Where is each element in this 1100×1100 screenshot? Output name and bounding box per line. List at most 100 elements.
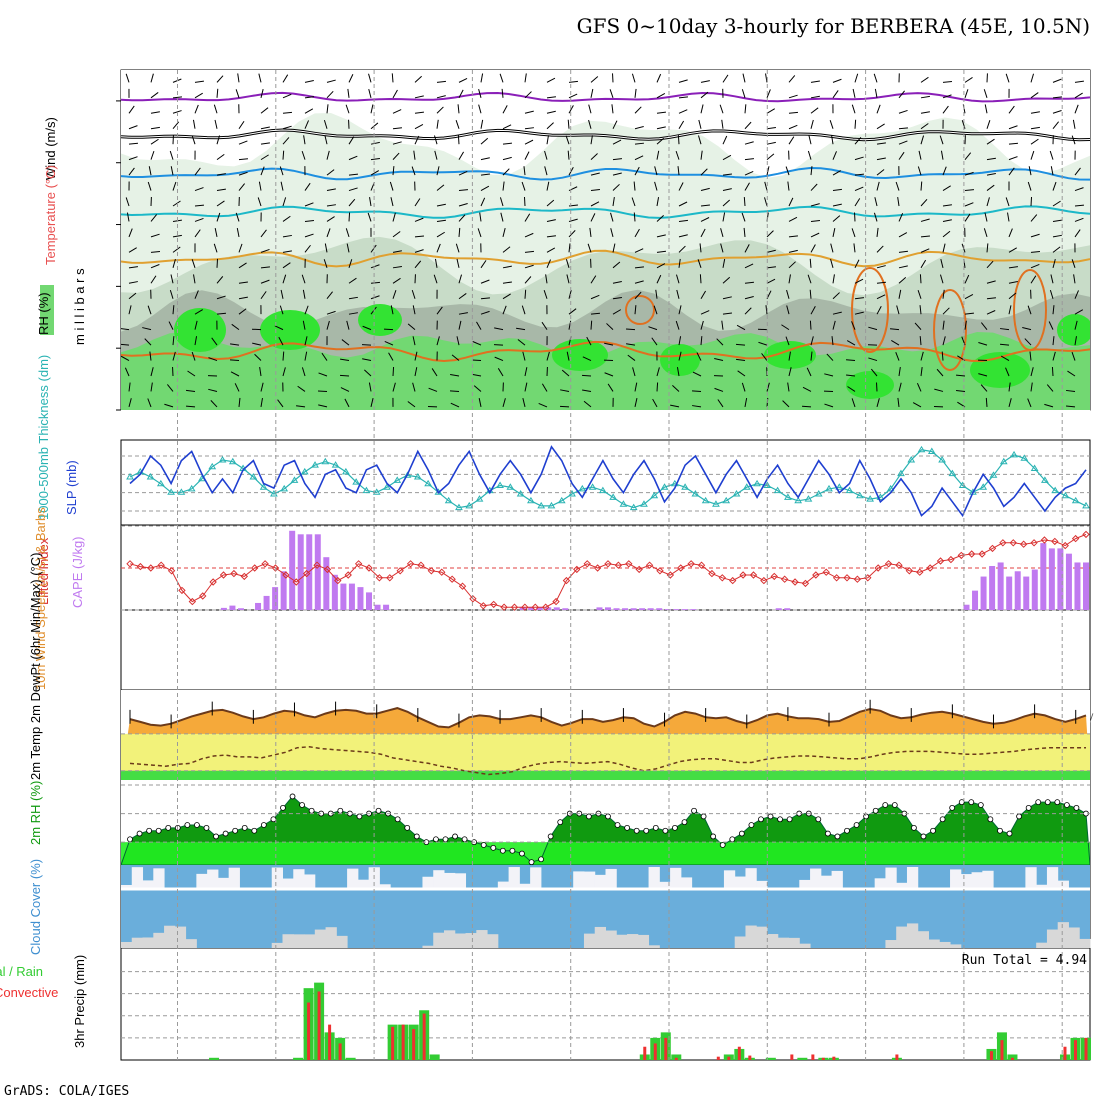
li-marker <box>967 550 976 558</box>
thickness-marker <box>156 479 165 487</box>
wind-barb <box>914 322 922 330</box>
wind-barb <box>456 336 460 346</box>
wind-barb <box>590 76 599 83</box>
wind-barb <box>260 397 263 407</box>
wind-barb <box>936 368 944 377</box>
cloud-low-gap <box>1057 922 1069 948</box>
wind-barb <box>258 181 262 191</box>
wind-barb <box>252 342 262 346</box>
wind-barb <box>854 119 857 129</box>
wind-barb <box>524 232 534 238</box>
li-marker <box>739 571 747 579</box>
wind-barb <box>121 328 130 331</box>
wind-barb <box>304 120 310 129</box>
wind-barb <box>714 358 724 362</box>
wind-barb <box>1048 321 1054 330</box>
isotherm-10 <box>121 205 1090 219</box>
cape-bar <box>775 608 782 610</box>
wind-barb <box>876 281 887 284</box>
thickness-marker <box>578 484 587 492</box>
wind-barb <box>764 197 768 207</box>
wind-barb <box>744 281 754 284</box>
cloud-high-gap <box>519 883 531 889</box>
wind-barb <box>164 403 174 408</box>
cape-bar <box>280 571 287 610</box>
wind-barb <box>568 243 571 253</box>
wind-barb <box>279 305 284 315</box>
wind-barb <box>955 374 966 377</box>
cloud-high-gap <box>422 876 434 889</box>
wind-barb <box>296 405 306 408</box>
wind-barb <box>870 368 878 377</box>
wind-barb <box>876 227 879 237</box>
thickness-marker <box>927 447 936 454</box>
wind-barb <box>832 203 842 207</box>
wind-barb <box>301 367 306 377</box>
li-marker <box>147 564 155 572</box>
wind-barb <box>700 217 710 222</box>
wind-barb <box>986 243 989 253</box>
wind-barb <box>876 294 886 300</box>
wind-barb <box>912 402 922 408</box>
wind-barb <box>611 104 614 114</box>
thickness-marker <box>372 488 381 495</box>
wind-barb <box>304 233 314 238</box>
li-marker <box>583 560 591 568</box>
wind-barb <box>326 150 330 160</box>
thickness-marker <box>732 490 741 497</box>
wind-barb <box>631 73 636 83</box>
wind-barb <box>787 382 790 392</box>
wind-barb <box>282 150 285 160</box>
cloud-high-gap <box>820 875 833 889</box>
cloud-high-gap <box>971 872 983 889</box>
wind-barb <box>1071 259 1076 268</box>
wind-barb <box>216 188 226 192</box>
wind-barb <box>567 119 570 129</box>
thickness-marker <box>383 483 391 490</box>
wind-barb <box>436 166 440 176</box>
wind-barb <box>391 73 394 83</box>
li-marker <box>780 575 789 583</box>
li-marker <box>354 560 363 568</box>
wind-barb <box>1008 247 1017 253</box>
rh2m-marker <box>930 827 936 834</box>
cape-bar <box>673 609 680 610</box>
wind-barb <box>720 243 724 253</box>
wind-barb <box>940 258 944 268</box>
wind-barb <box>1008 305 1012 315</box>
thickness-marker <box>444 496 453 504</box>
wind-barb <box>741 89 746 98</box>
wind-barb <box>124 367 130 377</box>
wind-barb <box>326 320 330 330</box>
rh2m-marker <box>528 859 535 865</box>
precip-conv-bar <box>307 1002 311 1060</box>
wind-barb <box>625 328 636 331</box>
wind-barb <box>277 399 284 408</box>
wind-barb <box>920 351 924 361</box>
wind-barb <box>940 150 944 160</box>
wind-barb <box>150 111 160 114</box>
rh2m-marker <box>184 822 191 828</box>
wind-barb <box>150 138 159 145</box>
cloud-high-gap <box>756 880 768 889</box>
wind-barb <box>807 274 812 284</box>
wind-barb <box>832 311 842 315</box>
wind-barb <box>986 197 990 207</box>
rh2m-marker <box>891 802 898 808</box>
wind-barb <box>543 290 548 299</box>
wind-barb <box>810 244 816 253</box>
cloud-low-gap <box>788 937 800 948</box>
rh2m-marker <box>308 807 315 814</box>
cloud-low-gap <box>487 934 499 948</box>
wind-barb <box>458 89 464 99</box>
wind-barb <box>1030 250 1041 253</box>
cape-bar <box>681 609 688 610</box>
cape-bar <box>1048 548 1055 610</box>
wind-barb <box>362 325 372 331</box>
wind-barb <box>434 135 438 145</box>
wind-barb <box>876 169 885 176</box>
wind-barb <box>568 80 579 83</box>
thickness-marker <box>547 501 556 509</box>
wind-barb <box>832 90 839 99</box>
